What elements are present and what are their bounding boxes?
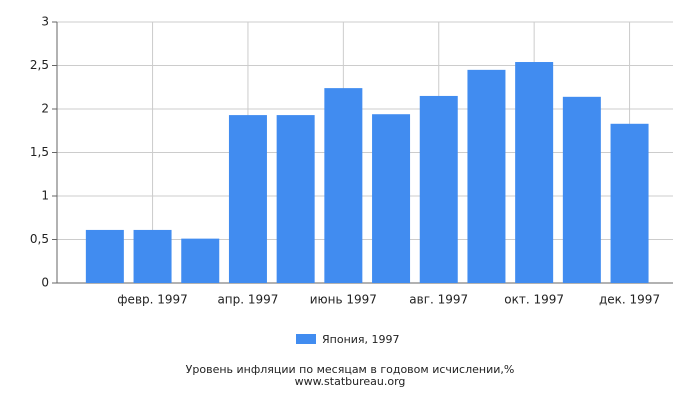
bar xyxy=(181,238,220,283)
bar xyxy=(467,69,506,283)
y-tick-label: 0 xyxy=(41,276,49,290)
x-tick-label: февр. 1997 xyxy=(117,293,188,307)
bar xyxy=(515,62,554,283)
y-tick-label: 1,5 xyxy=(30,145,49,159)
x-tick-label: июнь 1997 xyxy=(310,293,377,307)
bar xyxy=(562,96,601,283)
bar xyxy=(228,115,267,283)
x-tick-label: дек. 1997 xyxy=(599,293,660,307)
legend-swatch xyxy=(296,334,316,344)
bar xyxy=(419,95,458,283)
chart-title: Уровень инфляции по месяцам в годовом ис… xyxy=(186,363,515,376)
legend-label: Япония, 1997 xyxy=(322,333,400,346)
bar xyxy=(324,88,363,284)
bar xyxy=(610,123,649,283)
y-tick-label: 3 xyxy=(41,15,49,29)
bar xyxy=(133,229,172,283)
y-tick-label: 0,5 xyxy=(30,232,49,246)
bar xyxy=(372,114,411,283)
y-tick-label: 2 xyxy=(41,102,49,116)
bar xyxy=(276,115,315,283)
x-tick-label: апр. 1997 xyxy=(217,293,278,307)
y-tick-label: 1 xyxy=(41,189,49,203)
chart-source: www.statbureau.org xyxy=(295,375,406,388)
x-tick-label: авг. 1997 xyxy=(409,293,468,307)
y-tick-label: 2,5 xyxy=(30,58,49,72)
x-tick-label: окт. 1997 xyxy=(504,293,564,307)
bar xyxy=(85,229,124,283)
